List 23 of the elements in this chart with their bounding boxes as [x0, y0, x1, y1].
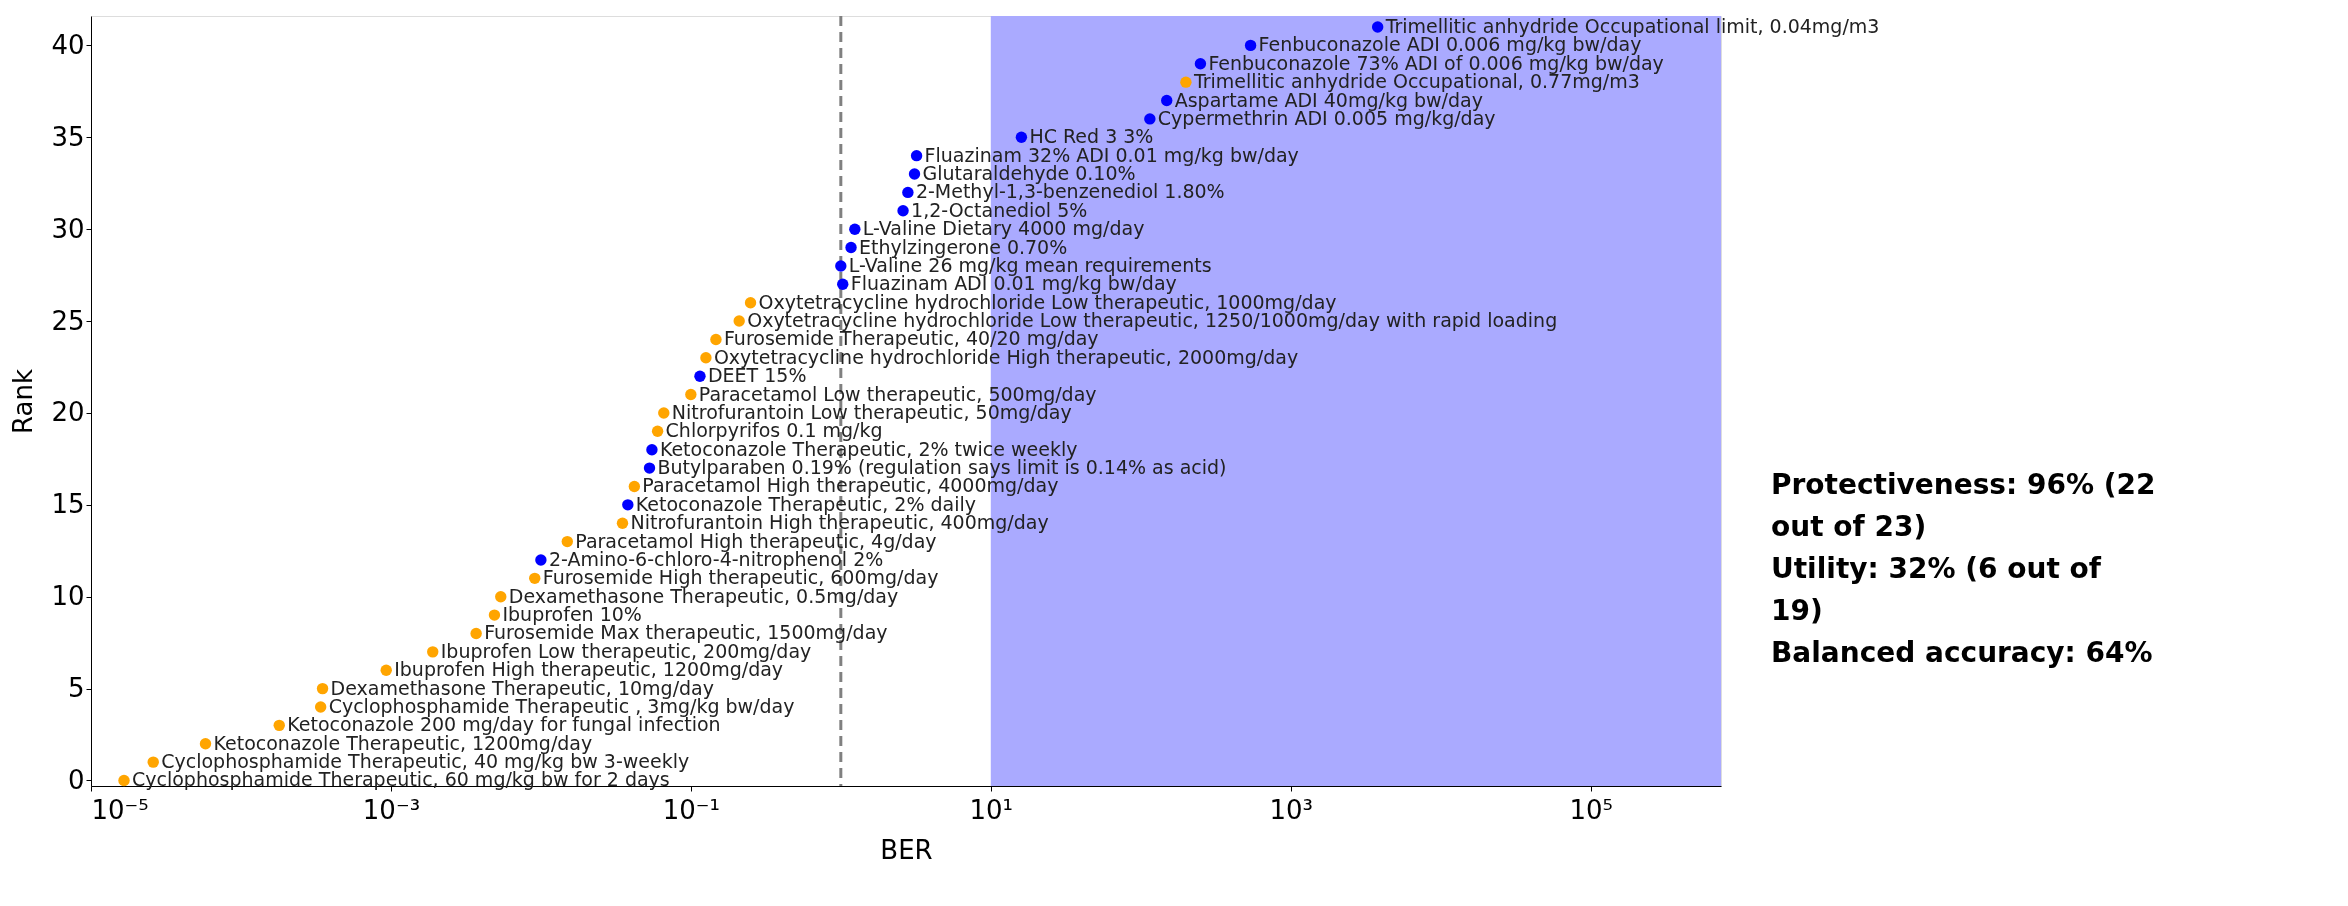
x-axis-title: BER — [880, 834, 933, 865]
x-tick-label: 10³ — [1269, 794, 1313, 825]
text: Utility: 32% (6 out of 19) — [1771, 552, 2102, 627]
y-axis-title: Rank — [8, 369, 39, 434]
annotation: Ibuprofen 10% — [502, 603, 642, 626]
y-tick-label: 20 — [51, 397, 85, 428]
x-tick-label: 10⁵ — [1569, 794, 1613, 825]
y-tick-label: 40 — [51, 29, 85, 60]
x-tick-label: 10⁻¹ — [662, 794, 720, 825]
y-tick-label: 30 — [51, 213, 85, 244]
y-tick-label: 10 — [51, 581, 85, 612]
x-tick-label: 10¹ — [969, 794, 1014, 825]
y-tick-label: 5 — [67, 673, 85, 704]
text: Balanced accuracy: 64% — [1771, 636, 2153, 669]
y-tick-label: 0 — [67, 764, 85, 795]
x-tick-label: 10⁻⁵ — [91, 794, 149, 825]
y-tick-label: 15 — [51, 489, 85, 520]
annotation: Paracetamol Low therapeutic, 500mg/day — [698, 382, 1097, 405]
y-tick-label: 25 — [51, 305, 85, 336]
text: Protectiveness: 96% (22 out of 23) — [1771, 468, 2156, 543]
y-tick-label: 35 — [51, 121, 85, 152]
x-tick-label: 10⁻³ — [362, 794, 421, 825]
annotation: Chlorpyrifos 0.1 mg/kg — [665, 419, 883, 442]
